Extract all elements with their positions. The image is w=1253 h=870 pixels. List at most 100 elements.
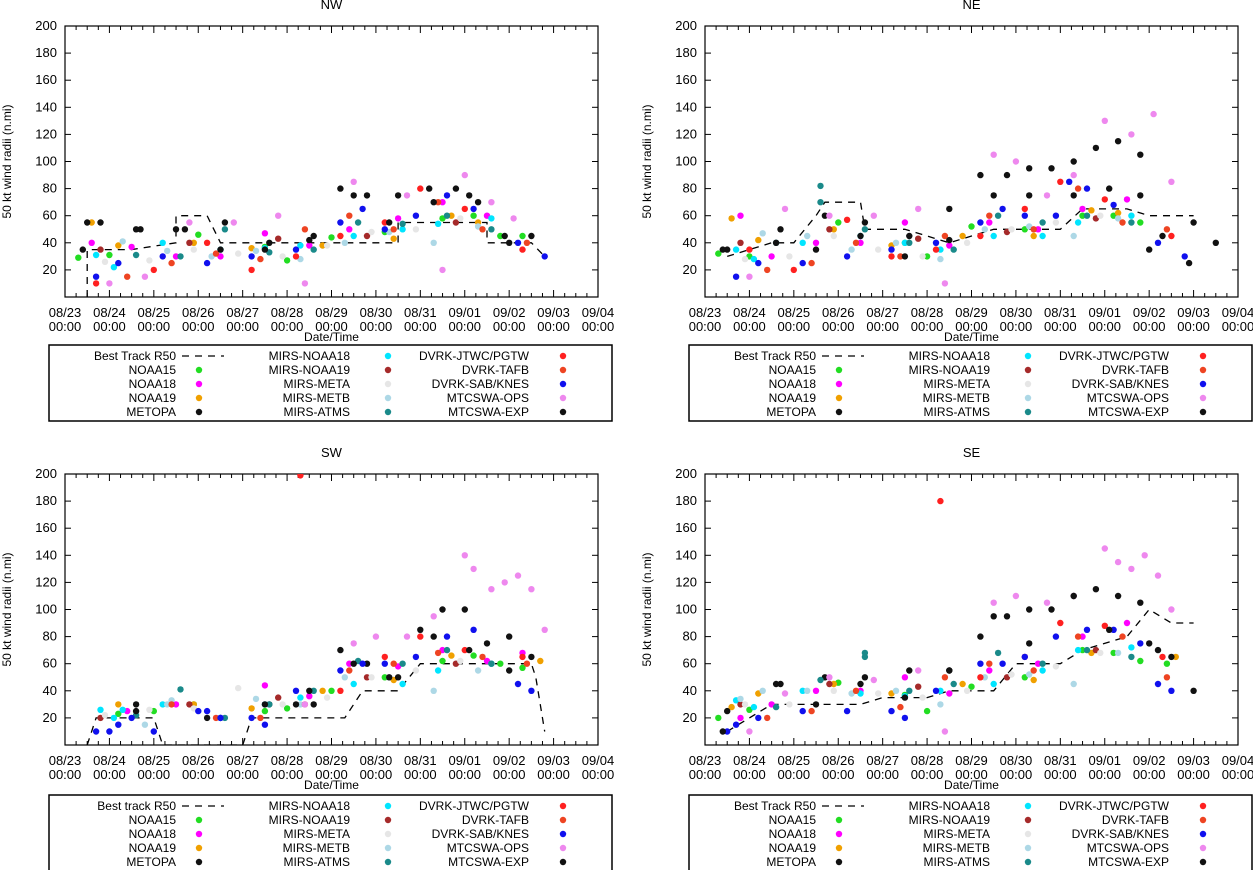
data-point [1066,178,1073,185]
x-tick-label: 08/25 [778,305,811,320]
x-tick-label: 00:00 [689,767,722,782]
data-point [977,674,984,681]
data-point [1137,219,1144,226]
data-point [786,701,793,708]
data-point [1128,212,1135,219]
data-point [261,721,269,728]
x-tick-label: 08/25 [138,305,171,320]
y-tick-label: 140 [35,99,57,114]
data-point [861,226,869,233]
data-point [448,652,455,659]
chart-title: NE [962,0,980,12]
x-tick-label: 00:00 [448,319,481,334]
x-tick-label: 08/25 [138,753,171,768]
data-point [217,714,224,722]
data-point [417,633,424,640]
series-metopa [84,185,535,246]
data-point [248,266,255,274]
data-point [1026,192,1033,199]
data-point [203,259,211,267]
data-point [92,273,100,280]
data-point [737,212,744,219]
legend-marker [1199,844,1207,852]
data-point [817,182,824,190]
data-point [946,667,953,674]
data-point [1137,151,1144,158]
legend-marker [384,366,392,374]
data-point [434,199,442,206]
data-point [1190,687,1197,694]
data-point [337,646,344,654]
data-point [764,266,771,274]
data-point [759,687,766,694]
data-point [346,660,353,667]
data-point [990,599,997,606]
data-point [1168,653,1175,661]
series-dvrk-sab-knes [724,626,1175,735]
y-tick-label: 60 [43,656,57,671]
data-point [266,701,273,708]
y-tick-label: 20 [43,262,57,277]
data-point [1154,646,1162,654]
data-point [177,253,184,260]
data-point [994,212,1002,219]
plot-data [715,110,1220,287]
x-tick-label: 00:00 [138,767,171,782]
x-tick-label: 08/31 [1044,753,1077,768]
x-tick-label: 09/02 [493,305,526,320]
data-point [923,707,931,715]
data-point [115,242,122,249]
data-point [728,703,735,711]
data-point [826,226,833,233]
data-point [488,199,495,206]
y-tick-label: 40 [43,235,57,250]
data-point [221,226,229,233]
legend-label: MIRS-META [284,827,350,841]
x-tick-label: 00:00 [182,319,215,334]
data-point [1146,640,1153,647]
data-point [212,250,220,257]
data-point [901,714,909,722]
data-point [190,239,197,246]
data-point [861,674,869,681]
x-tick-label: 00:00 [1133,319,1166,334]
data-point [97,246,104,253]
best-track-line [727,201,1194,258]
data-point [1101,117,1109,125]
data-point [1128,565,1135,573]
series-mirs-noaa18 [732,644,1135,711]
series-mtcswa-ops [746,545,1175,735]
data-point [399,226,406,233]
series-dvrk-jtwc-pgtw [937,497,1166,681]
series-mirs-noaa19 [97,219,460,253]
data-point [901,219,909,226]
data-point [1052,633,1060,640]
legend-label: DVRK-JTWC/PGTW [1059,799,1170,813]
data-point [412,226,420,233]
data-point [159,239,166,246]
data-point [292,687,300,694]
legend-label: MIRS-ATMS [924,405,990,419]
legend-marker [384,408,392,416]
data-point [1026,606,1033,613]
data-point [1172,653,1180,661]
data-point [439,199,446,206]
data-point [1074,219,1082,226]
legend-marker [559,816,567,824]
legend-marker [195,366,203,374]
data-point [1021,653,1028,661]
legend-marker [559,858,567,866]
data-point [857,680,864,688]
data-point [341,674,348,681]
data-point [786,253,793,260]
x-tick-label: 08/27 [226,305,259,320]
x-tick-label: 08/29 [955,753,988,768]
y-tick-label: 120 [675,574,697,589]
legend-label: DVRK-SAB/KNES [1072,827,1169,841]
data-point [724,728,731,735]
data-point [92,728,100,735]
series-dvrk-jtwc-pgtw [297,474,526,694]
data-point [777,680,784,688]
data-point [266,239,273,246]
legend-label: MTCSWA-OPS [447,391,529,405]
